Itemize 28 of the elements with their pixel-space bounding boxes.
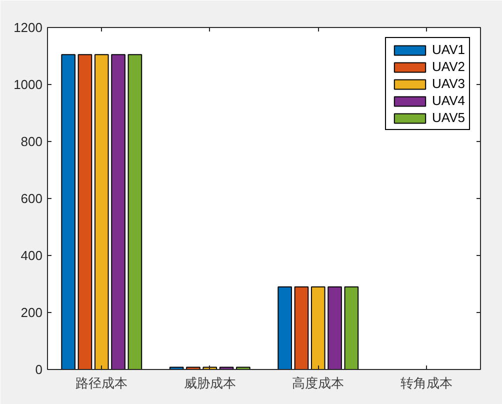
legend-label: UAV1 xyxy=(432,42,465,57)
x-tick-label: 高度成本 xyxy=(292,376,344,392)
legend-label: UAV3 xyxy=(432,76,465,91)
bar xyxy=(310,286,326,370)
bar xyxy=(236,366,250,370)
y-tick-label: 0 xyxy=(35,362,43,377)
x-tick-label: 路径成本 xyxy=(76,376,128,392)
x-tick-label: 威胁成本 xyxy=(184,376,236,392)
bar xyxy=(128,54,142,370)
bar xyxy=(61,54,76,370)
bar xyxy=(328,286,342,370)
x-tick-label: 转角成本 xyxy=(400,376,452,392)
bar xyxy=(278,286,292,370)
bar xyxy=(111,54,126,370)
bar xyxy=(94,54,109,370)
legend-label: UAV4 xyxy=(432,93,465,108)
legend-label: UAV5 xyxy=(432,110,465,125)
bar xyxy=(78,54,92,370)
bar xyxy=(186,366,200,370)
y-tick-label: 1000 xyxy=(14,77,42,92)
legend-label: UAV2 xyxy=(432,59,465,74)
y-tick-label: 1200 xyxy=(14,20,42,35)
y-tick-label: 400 xyxy=(20,248,43,263)
bar xyxy=(294,286,309,370)
bar xyxy=(344,286,359,370)
y-tick-label: 600 xyxy=(20,191,43,206)
y-tick-label: 800 xyxy=(20,134,43,149)
y-tick-label: 200 xyxy=(20,305,43,320)
